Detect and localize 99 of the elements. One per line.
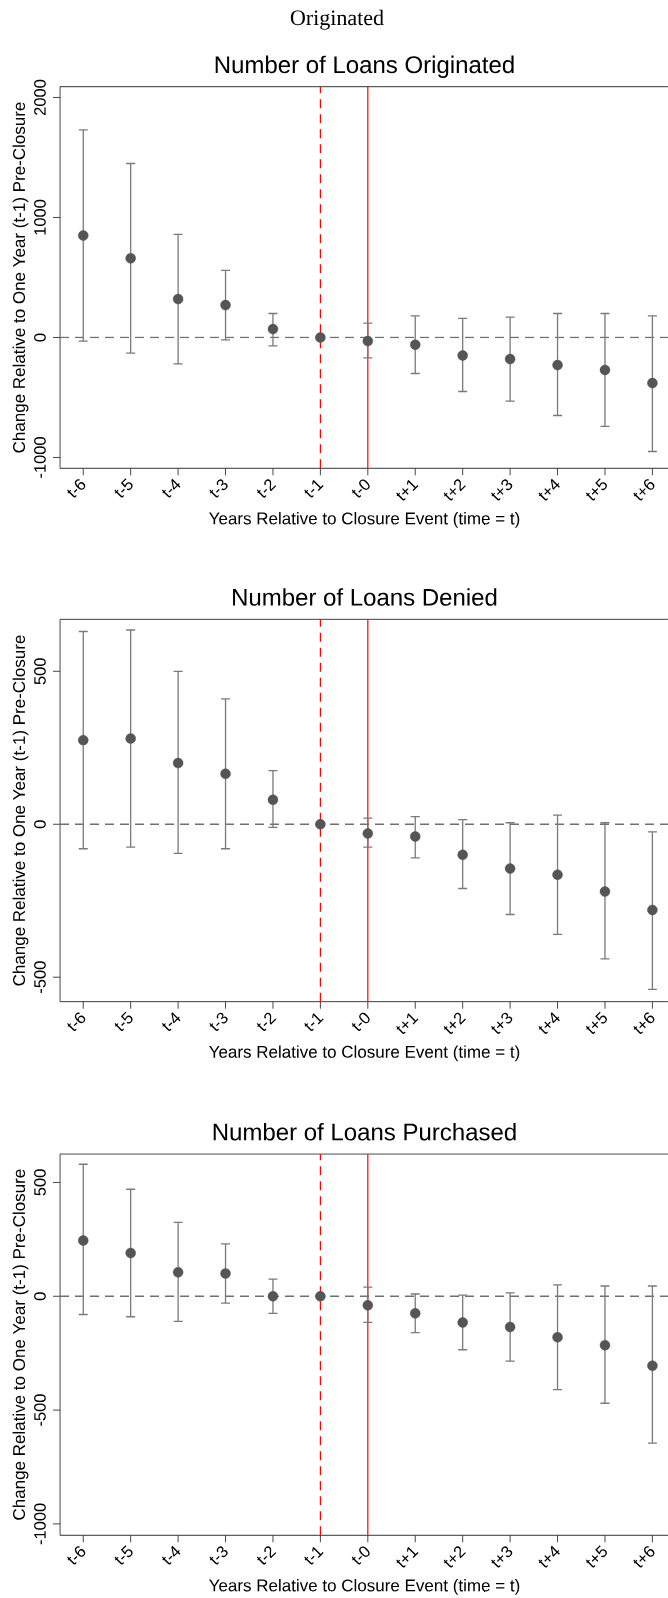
x-tick-label: t+2 (443, 479, 466, 501)
x-tick-label: t-1 (304, 1013, 324, 1031)
point (457, 350, 468, 361)
point (552, 1332, 563, 1343)
y-axis-title: Change Relative to One Year (t-1) Pre-Closure (12, 635, 29, 986)
x-tick-label: t+3 (491, 479, 513, 501)
y-tick-label: 0 (34, 333, 46, 342)
x-tick-label: t-0 (351, 1546, 370, 1565)
point (362, 1300, 374, 1311)
x-tick-label: t-4 (161, 1012, 181, 1031)
x-tick-label: t+1 (396, 1013, 419, 1034)
x-tick-label: t+5 (585, 1545, 607, 1568)
text: Originated (290, 9, 384, 30)
point (267, 794, 279, 805)
y-tick-label: 500 (34, 658, 46, 685)
point (125, 1247, 136, 1259)
point (647, 904, 658, 916)
point (504, 863, 516, 874)
point (125, 733, 136, 744)
y-tick-label: -500 (34, 1394, 46, 1426)
x-tick-label: t-2 (256, 479, 277, 498)
point (315, 332, 326, 343)
point (410, 1308, 421, 1319)
chart-title: Number of Loans Purchased (213, 1122, 516, 1141)
x-tick-label: t+1 (396, 479, 419, 501)
point (647, 1360, 658, 1371)
point (267, 1291, 279, 1302)
y-axis-title: Change Relative to One Year (t-1) Pre-Closure (12, 1169, 29, 1520)
x-tick-label: t+2 (443, 1546, 466, 1568)
x-tick-label: t-5 (114, 478, 133, 498)
point (220, 768, 231, 779)
x-tick-label: t+4 (538, 1012, 560, 1034)
x-tick-label: t-4 (161, 1545, 181, 1565)
x-tick-label: t+1 (396, 1546, 419, 1568)
x-tick-label: t-4 (161, 478, 181, 498)
x-tick-label: t-2 (256, 1012, 277, 1032)
point (172, 293, 184, 305)
x-tick-label: t+3 (491, 1012, 513, 1034)
x-tick-label: t-6 (67, 479, 86, 498)
point (504, 353, 516, 365)
point (172, 757, 184, 769)
x-tick-label: t+4 (538, 1545, 560, 1568)
chart-title: Number of Loans Originated (215, 55, 514, 78)
point (552, 869, 563, 880)
x-tick-label: t-2 (256, 1546, 277, 1565)
x-tick-label: t+4 (538, 478, 560, 501)
point (220, 1268, 231, 1279)
y-tick-label: -500 (34, 961, 46, 993)
x-tick-label: t-1 (304, 1546, 324, 1565)
point (315, 1291, 326, 1302)
y-axis-title: Change Relative to One Year (t-1) Pre-Closure (12, 102, 29, 453)
x-tick-label: t+3 (491, 1546, 513, 1568)
y-tick-label: -1000 (34, 1503, 46, 1545)
x-tick-label: t+5 (585, 1011, 607, 1034)
y-tick-label: 1000 (34, 199, 46, 235)
x-tick-label: t-6 (67, 1546, 86, 1565)
y-tick-label: -1000 (34, 437, 46, 478)
x-tick-label: t-5 (114, 1011, 133, 1031)
point (599, 364, 611, 376)
point (647, 377, 658, 389)
point (78, 734, 89, 746)
x-tick-label: t-5 (114, 1545, 133, 1565)
point (220, 299, 231, 311)
point (78, 230, 89, 241)
chart-title: Number of Loans Denied (233, 588, 497, 606)
y-tick-label: 0 (34, 1292, 46, 1301)
point (457, 849, 468, 861)
x-tick-label: t+5 (585, 478, 607, 501)
point (267, 323, 279, 335)
y-tick-label: 0 (34, 820, 46, 829)
y-tick-label: 2000 (34, 79, 46, 116)
point (599, 1340, 611, 1351)
x-axis-title: Years Relative to Closure Event (time = t) (209, 511, 520, 528)
point (599, 886, 611, 897)
point (410, 339, 421, 350)
x-tick-label: t-0 (351, 479, 370, 498)
point (125, 253, 136, 264)
y-tick-label: 500 (34, 1169, 46, 1196)
x-tick-label: t-6 (67, 1012, 86, 1032)
x-tick-label: t-0 (351, 1012, 370, 1032)
x-tick-label: t-3 (209, 1012, 228, 1032)
point (410, 831, 421, 842)
point (172, 1267, 184, 1278)
point (362, 828, 374, 839)
point (78, 1235, 89, 1246)
point (362, 335, 374, 347)
x-axis-title: Years Relative to Closure Event (time = t) (209, 1578, 520, 1595)
point (315, 819, 326, 830)
x-tick-label: t+6 (633, 479, 655, 501)
x-tick-label: t+6 (633, 1546, 655, 1568)
point (504, 1321, 516, 1333)
x-tick-label: t-3 (209, 1546, 228, 1565)
point (457, 1317, 468, 1328)
x-tick-label: t+2 (443, 1012, 466, 1034)
point (552, 359, 563, 371)
x-axis-title: Years Relative to Closure Event (time = t) (209, 1045, 520, 1062)
x-tick-label: t-1 (304, 479, 324, 498)
x-tick-label: t-3 (209, 479, 228, 498)
x-tick-label: t+6 (633, 1012, 655, 1034)
